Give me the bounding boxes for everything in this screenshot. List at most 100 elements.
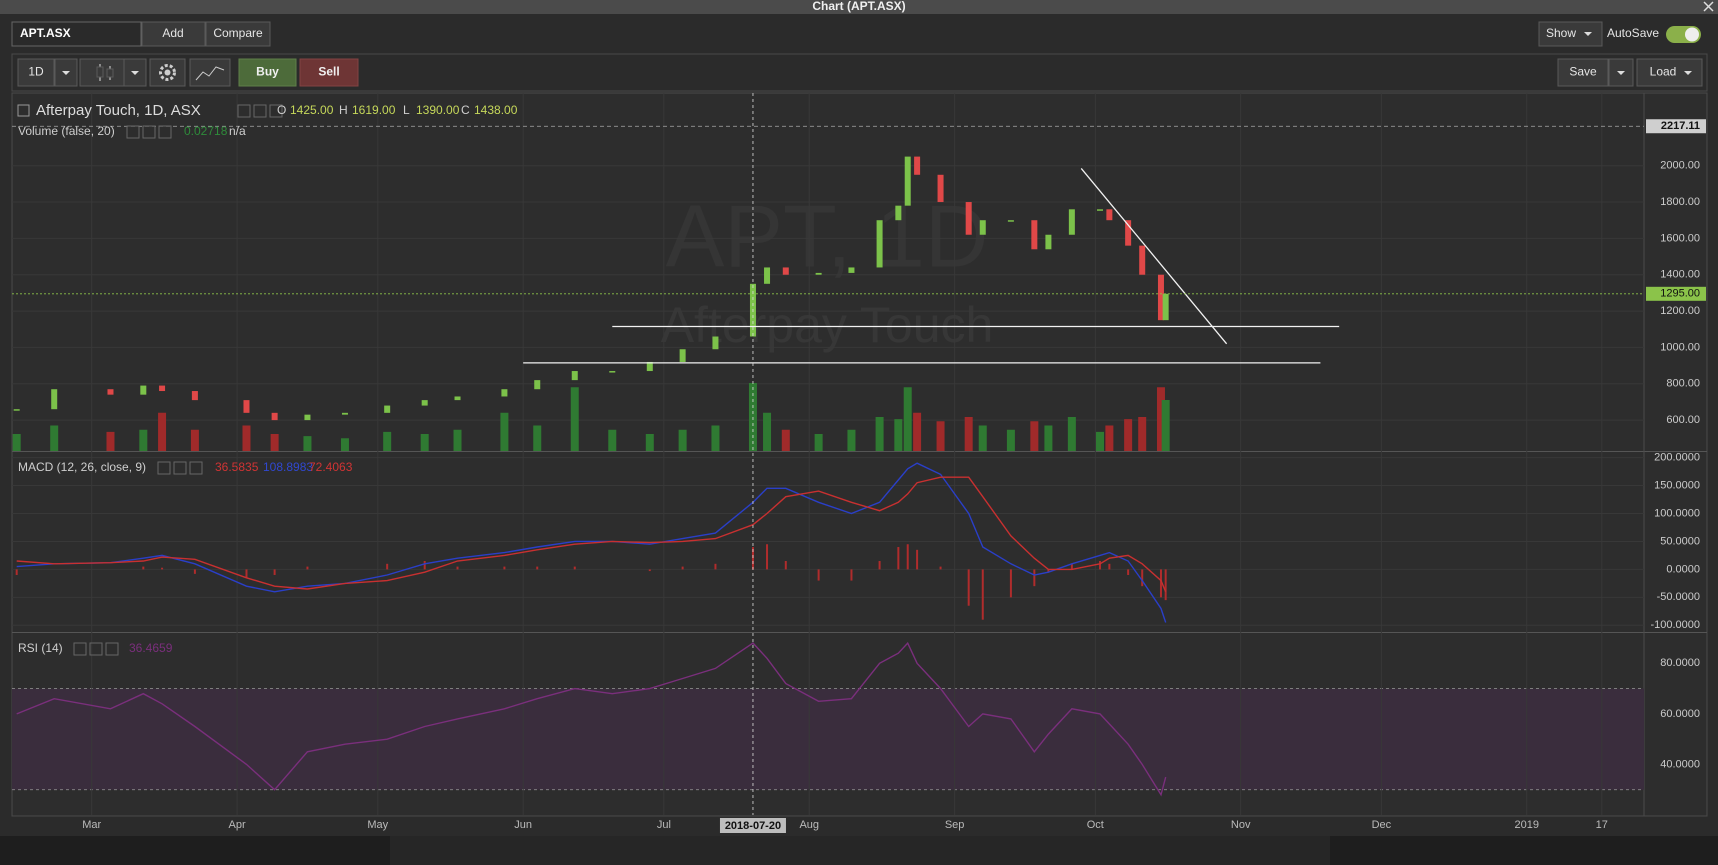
candle [421, 400, 428, 406]
show-button[interactable]: Show [1538, 21, 1603, 47]
volume-bar [1067, 417, 1076, 451]
autosave-toggle[interactable] [1666, 26, 1701, 43]
macd-histogram-bar [1108, 563, 1111, 570]
volume-legend-value: 0.02718 [184, 124, 228, 138]
y-tick-label: 50.0000 [1660, 535, 1700, 547]
y-tick-label: 0.0000 [1666, 563, 1700, 575]
macd-histogram-bar [648, 569, 651, 572]
legend-icon [73, 642, 87, 656]
macd-histogram-bar [1164, 569, 1167, 601]
interval-button[interactable]: 1D [17, 58, 55, 87]
chart-type-dropdown[interactable] [123, 58, 147, 87]
candle [1157, 274, 1164, 321]
candle [782, 267, 789, 275]
x-tick-label: Jun [514, 819, 532, 831]
volume-bar [158, 412, 167, 451]
candle [876, 220, 883, 268]
save-button[interactable]: Save [1557, 58, 1609, 87]
macd-histogram-bar [817, 569, 820, 581]
buy-label: Buy [256, 65, 279, 79]
y-tick-label: 1200.00 [1660, 305, 1700, 317]
y-tick-label: 1000.00 [1660, 341, 1700, 353]
candle [1162, 293, 1169, 321]
macd-histogram-bar [1159, 569, 1162, 598]
legend-icon [89, 642, 103, 656]
collapse-icon [17, 104, 30, 117]
y-tick-label: -100.0000 [1650, 619, 1700, 631]
volume-bar [383, 431, 392, 451]
volume-bar [50, 425, 59, 451]
add-button[interactable]: Add [141, 21, 206, 47]
candle [191, 391, 198, 401]
macd-legend-title: MACD (12, 26, close, 9) [18, 460, 146, 474]
macd-histogram-bar [142, 566, 145, 570]
candle [341, 412, 348, 415]
candle [609, 371, 616, 373]
y-tick-label: 60.0000 [1660, 708, 1700, 720]
macd-histogram-bar [1127, 569, 1130, 575]
volume-bar [903, 387, 912, 451]
close-button[interactable] [1703, 1, 1714, 12]
y-tick-label: 1600.00 [1660, 232, 1700, 244]
volume-bar [1006, 429, 1015, 451]
macd-histogram-bar [15, 569, 18, 575]
macd-histogram-bar [906, 544, 909, 570]
candle [1125, 220, 1132, 246]
legend-icon [173, 461, 187, 475]
watermark: Afterpay Touch [661, 297, 994, 353]
macd-histogram-bar [1033, 569, 1036, 587]
macd-reading: 36.5835 [215, 460, 259, 474]
x-tick-label: Jul [657, 819, 671, 831]
x-tick-label: Aug [799, 819, 819, 831]
load-label: Load [1650, 65, 1677, 79]
macd-histogram-bar [967, 569, 970, 606]
macd-histogram-bar [1047, 569, 1050, 573]
settings-button[interactable] [149, 58, 186, 87]
y-tick-label: 100.0000 [1654, 507, 1700, 519]
indicators-button[interactable] [189, 58, 231, 87]
chart-type-button[interactable] [79, 58, 131, 87]
candle [271, 412, 278, 421]
volume-bar [106, 431, 115, 451]
y-tick-label: 80.0000 [1660, 657, 1700, 669]
ohlc-value: 1619.00 [352, 103, 396, 117]
candle [1106, 209, 1113, 221]
volume-bar [894, 419, 903, 451]
candle [51, 389, 58, 410]
load-button[interactable]: Load [1636, 58, 1703, 87]
autosave-label: AutoSave [1607, 26, 1659, 40]
high-label: 2217.11 [1661, 120, 1700, 132]
volume-bar [814, 434, 823, 451]
macd-reading: 72.4063 [309, 460, 353, 474]
volume-bar [1105, 425, 1114, 451]
legend-icon [157, 461, 171, 475]
sell-button[interactable]: Sell [299, 58, 359, 87]
plot-layer: APT, 1D Afterpay Touch Mar Apr May Jun Jul Aug S… [12, 93, 1707, 833]
save-dropdown[interactable] [1608, 58, 1634, 87]
buy-button[interactable]: Buy [238, 58, 297, 87]
candle [914, 156, 921, 175]
volume-bar [913, 412, 922, 451]
symbol-input[interactable]: APT.ASX [11, 21, 142, 47]
macd-histogram-bar [878, 561, 881, 570]
last-label-bg [1646, 286, 1706, 301]
y-tick-label: 1800.00 [1660, 196, 1700, 208]
legend-icon [126, 125, 140, 139]
macd-histogram-bar [503, 566, 506, 570]
interval-dropdown[interactable] [54, 58, 78, 87]
macd-histogram-bar [751, 547, 754, 570]
macd-histogram-bar [245, 569, 248, 578]
x-tick-label: 17 [1596, 819, 1608, 831]
rsi-reading: 36.4659 [129, 641, 173, 655]
volume-bar [711, 425, 720, 451]
legend-icon [253, 104, 267, 118]
candle [140, 385, 147, 395]
compare-button[interactable]: Compare [205, 21, 271, 47]
candle [895, 205, 902, 221]
candle [937, 174, 944, 203]
x-tick-label: Sep [945, 819, 965, 831]
candle [646, 361, 653, 372]
candle [13, 409, 20, 411]
candle [571, 371, 578, 381]
macd-histogram-bar [1099, 561, 1101, 570]
